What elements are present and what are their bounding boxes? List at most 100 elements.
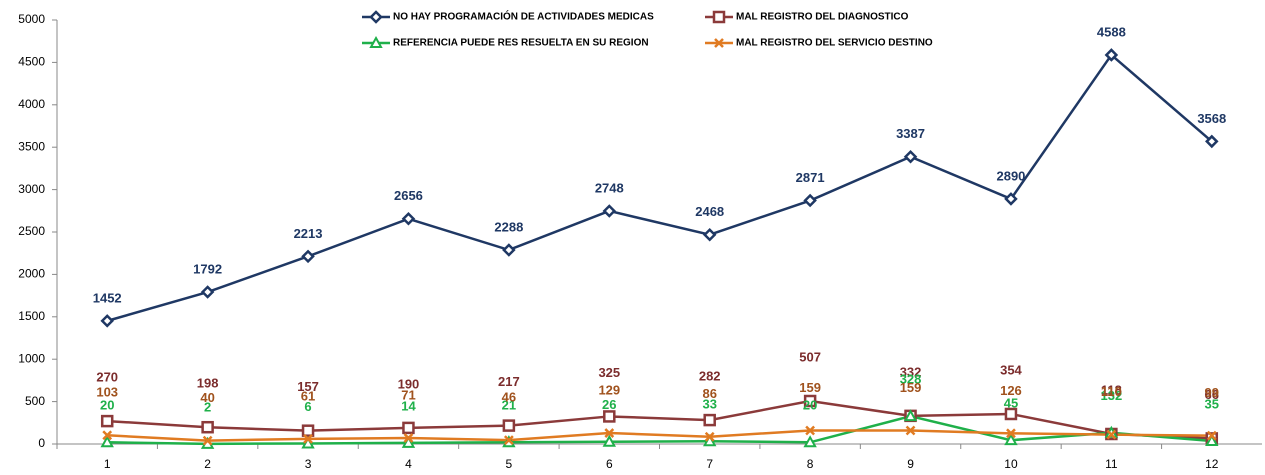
x-tick-label: 9 bbox=[907, 457, 914, 471]
marker bbox=[805, 425, 816, 436]
marker bbox=[201, 420, 214, 434]
data-label: 66 bbox=[1205, 387, 1219, 402]
data-label: 6 bbox=[304, 399, 311, 414]
marker bbox=[1205, 134, 1219, 149]
marker bbox=[301, 249, 315, 264]
legend-label: REFERENCIA PUEDE RES RESUELTA EN SU REGI… bbox=[393, 38, 649, 49]
data-label: 61 bbox=[301, 388, 315, 403]
legend-label: MAL REGISTRO DEL DIAGNOSTICO bbox=[736, 12, 909, 23]
data-label: 129 bbox=[598, 382, 620, 397]
data-label: 157 bbox=[297, 379, 319, 394]
marker bbox=[1205, 433, 1219, 447]
data-label: 35 bbox=[1205, 396, 1219, 411]
y-tick-label: 4500 bbox=[18, 55, 45, 69]
marker bbox=[369, 10, 383, 24]
x-tick-label: 6 bbox=[606, 457, 613, 471]
marker bbox=[604, 428, 615, 438]
series-line bbox=[107, 399, 1212, 440]
x-tick-label: 12 bbox=[1205, 457, 1219, 471]
marker bbox=[100, 314, 114, 328]
data-label: 325 bbox=[598, 365, 620, 380]
data-label: 26 bbox=[602, 397, 616, 412]
marker bbox=[1004, 407, 1018, 421]
marker bbox=[905, 425, 916, 436]
marker bbox=[200, 285, 215, 299]
marker bbox=[602, 434, 616, 447]
x-tick-label: 5 bbox=[506, 457, 513, 471]
y-tick-label: 0 bbox=[38, 436, 45, 450]
series-line bbox=[107, 429, 1212, 442]
data-label: 217 bbox=[498, 374, 520, 389]
data-label: 45 bbox=[1004, 396, 1018, 411]
marker bbox=[401, 435, 416, 448]
data-label: 2468 bbox=[695, 204, 724, 219]
data-label: 110 bbox=[1101, 384, 1122, 399]
marker bbox=[803, 394, 817, 408]
marker bbox=[703, 413, 716, 427]
y-tick-label: 1500 bbox=[18, 309, 45, 323]
marker bbox=[402, 421, 415, 435]
data-label: 159 bbox=[799, 380, 821, 395]
marker bbox=[100, 435, 114, 448]
y-tick-label: 4000 bbox=[18, 97, 45, 111]
data-label: 328 bbox=[900, 372, 922, 387]
marker bbox=[403, 433, 414, 443]
marker bbox=[803, 435, 817, 448]
data-label: 40 bbox=[200, 390, 214, 405]
marker bbox=[603, 410, 616, 423]
data-label: 71 bbox=[401, 387, 415, 402]
data-label: 99 bbox=[1205, 385, 1219, 400]
data-label: 2 bbox=[204, 399, 211, 414]
legend-label: MAL REGISTRO DEL SERVICIO DESTINO bbox=[736, 38, 933, 49]
x-tick-label: 8 bbox=[807, 457, 814, 471]
y-tick-label: 5000 bbox=[18, 12, 45, 26]
x-tick-label: 7 bbox=[706, 457, 713, 471]
data-label: 159 bbox=[900, 380, 922, 395]
data-label: 46 bbox=[502, 390, 516, 405]
marker bbox=[803, 193, 817, 208]
data-label: 507 bbox=[799, 349, 821, 364]
marker bbox=[1004, 192, 1018, 206]
y-tick-label: 2000 bbox=[18, 267, 45, 281]
marker bbox=[1106, 429, 1117, 440]
data-label: 2656 bbox=[394, 188, 423, 203]
marker bbox=[202, 435, 213, 446]
data-label: 118 bbox=[1101, 382, 1122, 397]
data-label: 3387 bbox=[896, 126, 925, 141]
marker bbox=[301, 424, 315, 437]
data-label: 2748 bbox=[595, 180, 624, 195]
data-label: 20 bbox=[100, 398, 114, 413]
x-tick-label: 1 bbox=[104, 457, 111, 471]
data-label: 1452 bbox=[93, 290, 122, 305]
series-line bbox=[107, 414, 1212, 446]
marker bbox=[602, 204, 617, 218]
y-tick-label: 1000 bbox=[18, 351, 45, 365]
x-tick-label: 3 bbox=[305, 457, 312, 471]
marker bbox=[1206, 430, 1217, 441]
data-label: 103 bbox=[96, 385, 118, 400]
marker bbox=[903, 409, 918, 422]
data-label: 282 bbox=[699, 369, 721, 384]
legend-label: NO HAY PROGRAMACIÓN DE ACTIVIDADES MEDIC… bbox=[393, 10, 654, 23]
marker bbox=[704, 431, 715, 442]
data-label: 332 bbox=[900, 364, 922, 379]
marker bbox=[712, 10, 726, 24]
y-tick-label: 500 bbox=[25, 394, 45, 408]
marker bbox=[303, 433, 313, 444]
x-tick-label: 4 bbox=[405, 457, 412, 471]
data-label: 14 bbox=[401, 398, 416, 413]
data-label: 2871 bbox=[796, 170, 825, 185]
y-tick-label: 2500 bbox=[18, 224, 45, 238]
y-tick-label: 3000 bbox=[18, 182, 45, 196]
y-tick-label: 3500 bbox=[18, 139, 45, 153]
data-label: 126 bbox=[1000, 383, 1022, 398]
data-label: 190 bbox=[398, 376, 420, 391]
series-line bbox=[106, 53, 1213, 323]
data-label: 86 bbox=[702, 386, 716, 401]
data-label: 21 bbox=[502, 398, 516, 413]
marker bbox=[1006, 428, 1016, 439]
marker bbox=[702, 227, 717, 242]
marker bbox=[1104, 48, 1119, 62]
data-label: 3568 bbox=[1197, 111, 1226, 126]
